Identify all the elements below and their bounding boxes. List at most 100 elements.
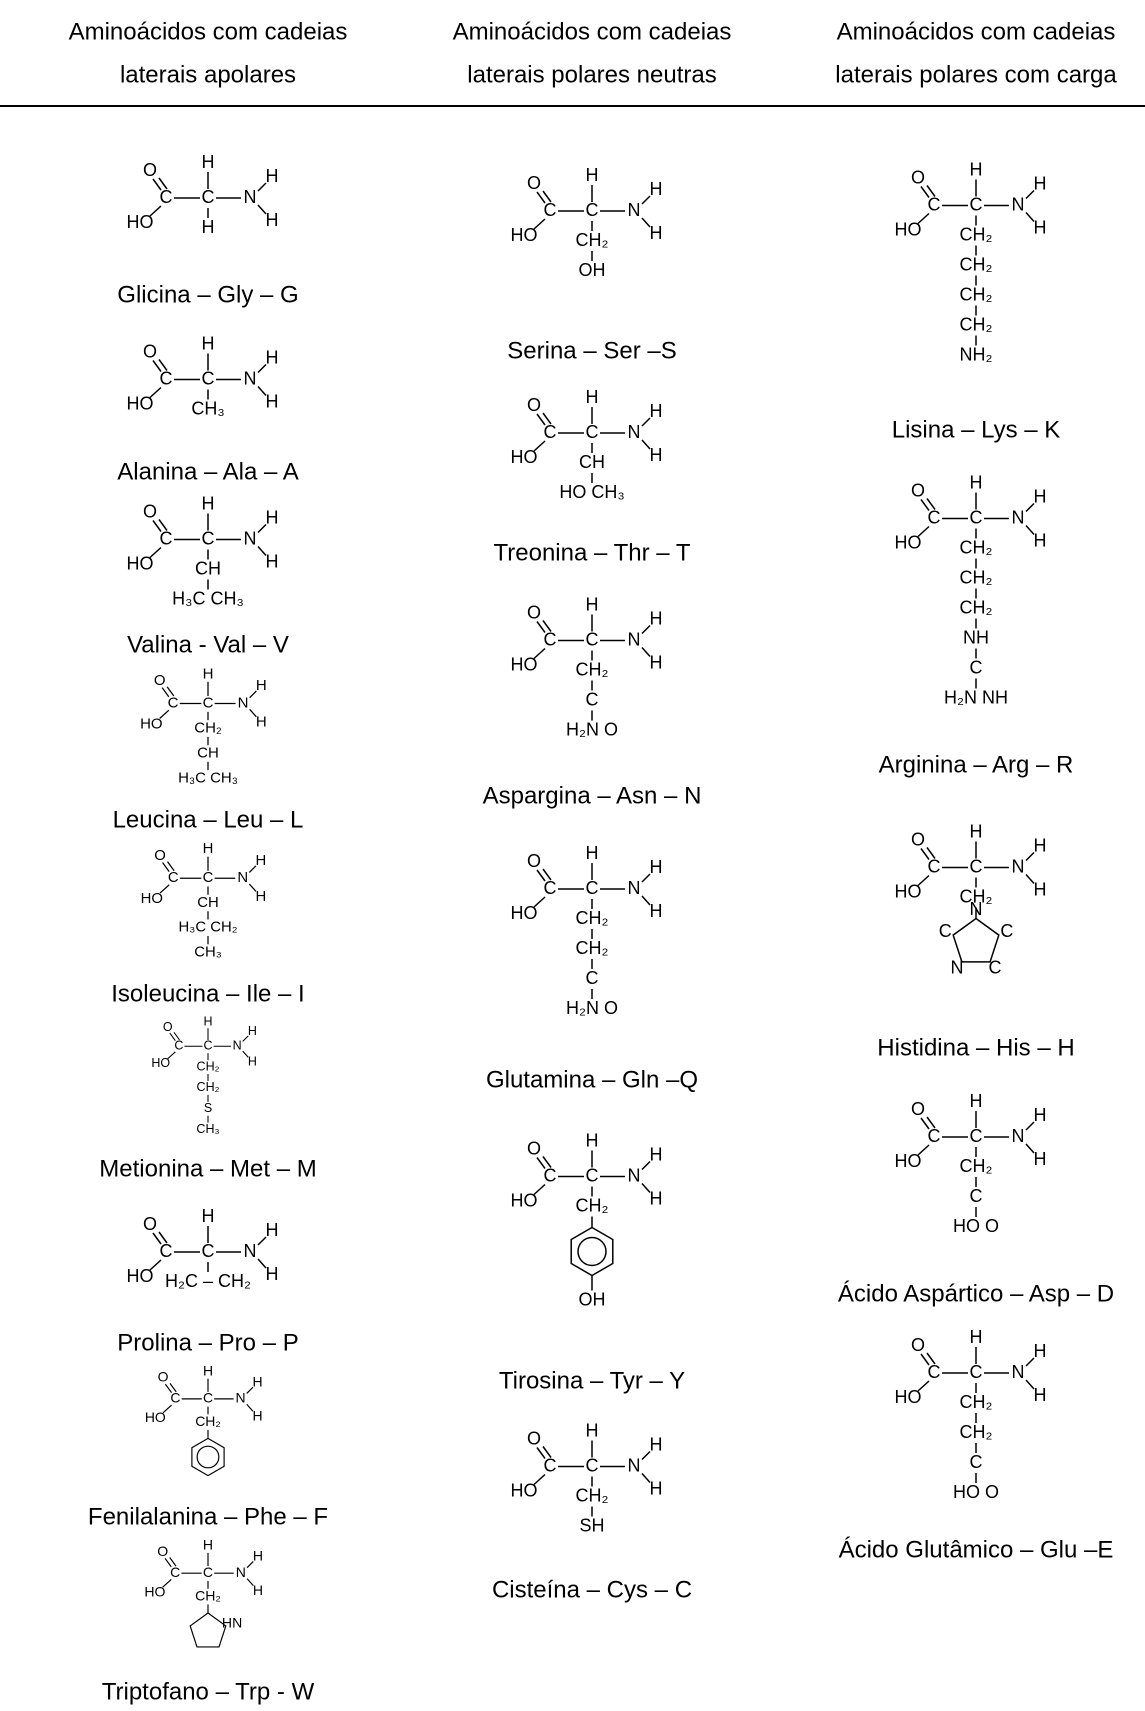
side-chain-label: H₃C CH₃ — [178, 769, 238, 786]
atom-label: H — [266, 166, 279, 186]
atom-label: H — [970, 159, 983, 179]
structure: OCHOHCNHHCH₃ — [127, 333, 279, 418]
atom-label: H — [202, 1206, 215, 1226]
bond — [243, 1036, 249, 1042]
side-chain-label: CH — [197, 744, 219, 761]
column-header: laterais polares com carga — [835, 61, 1117, 88]
side-chain-label: CH₂ — [960, 567, 993, 587]
atom-label: H — [266, 551, 279, 571]
side-chain-label: CH₂ — [194, 719, 222, 736]
amino-acid-name: Ácido Glutâmico – Glu –E — [839, 1536, 1114, 1563]
bond — [921, 500, 929, 511]
bond — [642, 418, 650, 426]
atom-label: N — [628, 1165, 641, 1185]
amino-acid-table: Aminoácidos com cadeiaslaterais apolares… — [0, 0, 1145, 1711]
atom-label: C — [202, 528, 215, 548]
bond — [247, 1561, 253, 1567]
bond — [165, 1384, 171, 1393]
amino-acid-name: Prolina – Pro – P — [117, 1329, 298, 1356]
atom-label: O — [527, 1428, 541, 1448]
atom-label: H — [650, 901, 663, 921]
atom-label: H — [650, 608, 663, 628]
bond — [1026, 1358, 1034, 1366]
atom-label: H — [248, 1024, 257, 1038]
side-chain-label: CH₂ — [195, 1413, 221, 1429]
atom-label: O — [143, 1214, 157, 1234]
atom-label: C — [928, 1362, 941, 1382]
atom-label: C — [970, 856, 983, 876]
bond — [1026, 1122, 1034, 1130]
amino-acid-name: Aspargina – Asn – N — [483, 782, 702, 809]
side-chain-label: HO O — [953, 1482, 999, 1502]
atom-label: C — [586, 1165, 599, 1185]
atom-label: H — [970, 472, 983, 492]
atom-label: C — [928, 507, 941, 527]
amino-acid-name: Valina - Val – V — [127, 631, 289, 658]
bond — [1026, 504, 1034, 512]
side-chain-label: H₂N NH — [944, 687, 1008, 707]
amino-acid-name: Serina – Ser –S — [507, 337, 676, 364]
bond — [258, 365, 266, 373]
side-chain-label: CH₂ — [576, 1195, 609, 1215]
amino-acid-name: Glicina – Gly – G — [117, 281, 298, 308]
side-chain-label: CH₂ — [197, 1080, 220, 1094]
atom-label: H — [1034, 530, 1047, 550]
side-chain-label: HO O — [953, 1216, 999, 1236]
atom-label: HO — [895, 219, 922, 239]
side-chain-label: H₃C CH₂ — [179, 920, 238, 936]
atom-label: C — [203, 1390, 213, 1406]
bond — [170, 1033, 176, 1041]
amino-acid-name: Metionina – Met – M — [99, 1155, 316, 1182]
amino-acid-name: Triptofano – Trp - W — [102, 1678, 315, 1705]
atom-label: HO — [895, 881, 922, 901]
atom-label: H — [256, 714, 267, 731]
bond — [642, 196, 650, 204]
ring-atom-label: HN — [222, 1615, 242, 1631]
atom-label: H — [650, 179, 663, 199]
atom-label: O — [527, 602, 541, 622]
side-chain-label: CH₂ — [576, 938, 609, 958]
side-chain-label: CH₂ — [576, 1485, 609, 1505]
atom-label: H — [1034, 173, 1047, 193]
amino-acid-name: Isoleucina – Ile – I — [111, 980, 304, 1007]
atom-label: HO — [127, 1266, 154, 1286]
atom-label: O — [143, 341, 157, 361]
atom-label: N — [238, 694, 249, 711]
bond — [642, 626, 650, 634]
atom-label: C — [544, 1165, 557, 1185]
atom-label: H — [650, 1434, 663, 1454]
structure: OCHOHCNHHCH₂CCNCN — [895, 821, 1047, 977]
atom-label: C — [970, 1126, 983, 1146]
side-chain-label: OH — [579, 260, 606, 280]
bond — [537, 870, 545, 881]
bond — [153, 179, 161, 190]
bond — [249, 884, 256, 891]
atom-label: O — [527, 395, 541, 415]
bond — [160, 885, 169, 893]
structure: OCHOHCNHHCH₂CH₂CH₂NHCH₂N NH — [895, 472, 1047, 707]
bond — [921, 1118, 929, 1129]
atom-label: O — [911, 1335, 925, 1355]
column-header: laterais polares neutras — [467, 61, 716, 88]
atom-label: C — [174, 1039, 183, 1053]
bond — [153, 521, 161, 532]
side-chain-label: CH — [197, 895, 219, 911]
atom-label: H — [970, 821, 983, 841]
atom-label: N — [244, 1241, 257, 1261]
bond — [163, 862, 170, 871]
atom-label: N — [628, 1455, 641, 1475]
structure: OCHOHCNHHCH₂CHH₃C CH₃ — [140, 665, 267, 786]
atom-label: H — [203, 1537, 213, 1553]
atom-label: C — [160, 187, 173, 207]
atom-label: H — [266, 1220, 279, 1240]
side-chain-label: H — [202, 217, 215, 237]
structure: OCHOHCNHHCH₂OH — [511, 1130, 663, 1309]
side-chain-label: CH₃ — [196, 1122, 219, 1136]
atom-label: HO — [127, 393, 154, 413]
atom-label: H — [650, 1188, 663, 1208]
page: Aminoácidos com cadeiaslaterais apolares… — [0, 0, 1145, 1711]
atom-label: H — [650, 445, 663, 465]
atom-label: O — [163, 1020, 173, 1034]
atom-label: O — [911, 829, 925, 849]
